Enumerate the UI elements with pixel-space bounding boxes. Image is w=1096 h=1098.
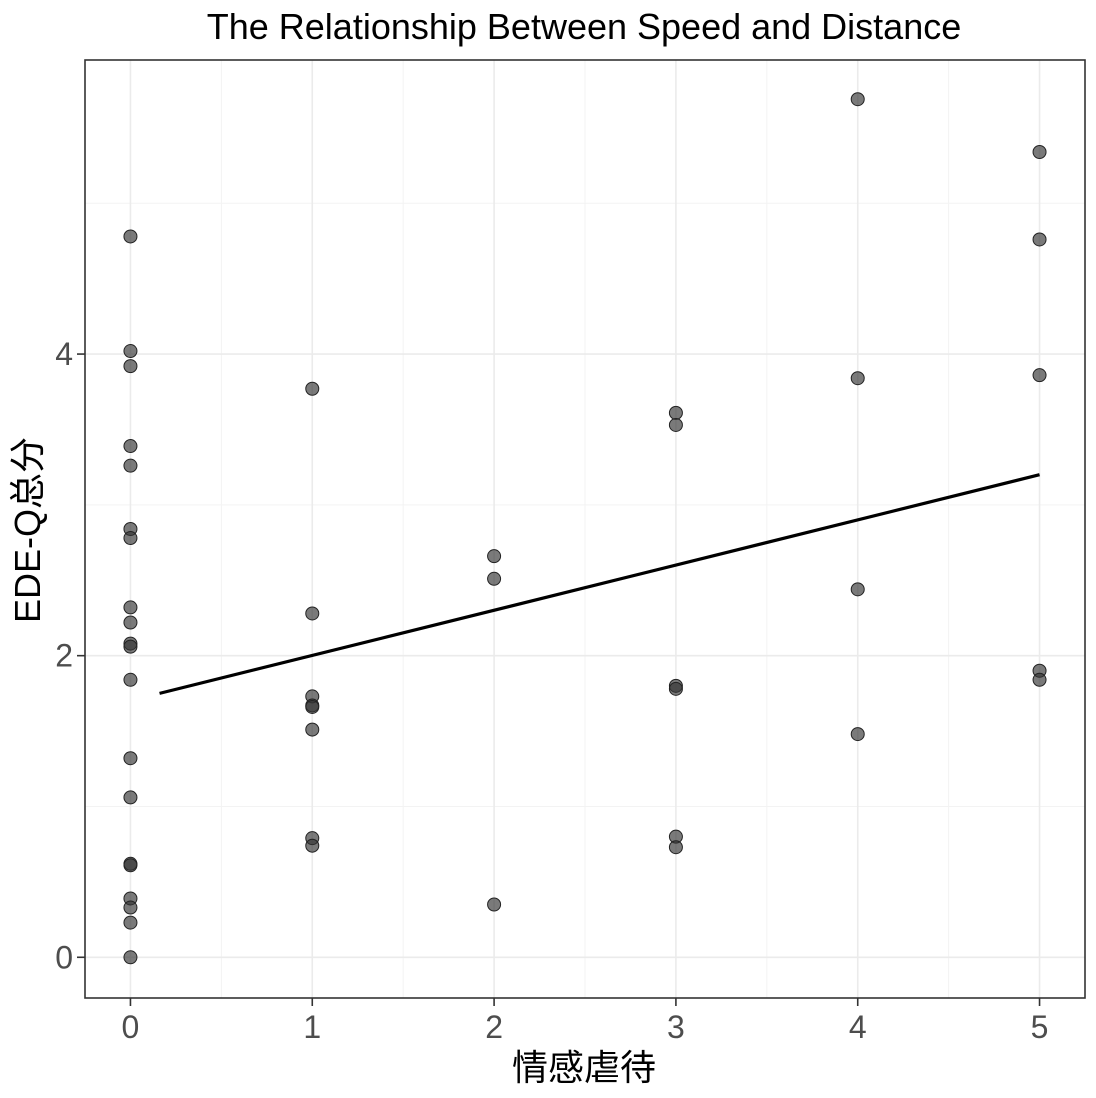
y-tick-label: 0 bbox=[55, 939, 73, 975]
y-axis-ticks: 0 2 4 bbox=[55, 336, 85, 975]
data-point bbox=[850, 371, 865, 386]
chart-title: The Relationship Between Speed and Dista… bbox=[207, 6, 962, 47]
plot-panel-border bbox=[84, 59, 1086, 999]
x-axis-ticks: 0 1 2 3 4 5 bbox=[122, 998, 1049, 1045]
data-point bbox=[123, 344, 138, 359]
data-point bbox=[123, 672, 138, 687]
data-point bbox=[305, 699, 320, 714]
data-point bbox=[123, 531, 138, 546]
data-point bbox=[305, 381, 320, 396]
regression-line bbox=[159, 473, 1040, 695]
data-point bbox=[850, 727, 865, 742]
data-point bbox=[1032, 368, 1047, 383]
data-point bbox=[123, 439, 138, 454]
data-point bbox=[1032, 144, 1047, 159]
data-point bbox=[668, 417, 683, 432]
data-point bbox=[668, 681, 683, 696]
data-points bbox=[123, 92, 1047, 965]
regression-line-group bbox=[159, 473, 1040, 695]
data-point bbox=[123, 359, 138, 374]
x-tick-label: 3 bbox=[667, 1009, 685, 1045]
data-point bbox=[305, 606, 320, 621]
data-point bbox=[123, 858, 138, 873]
minor-gridlines bbox=[85, 60, 1085, 998]
data-point bbox=[850, 582, 865, 597]
data-point bbox=[123, 790, 138, 805]
data-point bbox=[123, 950, 138, 965]
y-tick-label: 2 bbox=[55, 638, 73, 674]
y-tick-label: 4 bbox=[55, 336, 73, 372]
x-tick-label: 0 bbox=[122, 1009, 140, 1045]
data-point bbox=[123, 915, 138, 930]
data-point bbox=[123, 900, 138, 915]
data-point bbox=[305, 722, 320, 737]
data-point bbox=[668, 840, 683, 855]
data-point bbox=[850, 92, 865, 107]
data-point bbox=[487, 549, 502, 564]
data-point bbox=[123, 229, 138, 244]
x-tick-label: 5 bbox=[1031, 1009, 1049, 1045]
x-tick-label: 1 bbox=[303, 1009, 321, 1045]
data-point bbox=[487, 571, 502, 586]
data-point bbox=[1032, 232, 1047, 247]
x-tick-label: 2 bbox=[485, 1009, 503, 1045]
data-point bbox=[123, 639, 138, 654]
x-axis-label: 情感虐待 bbox=[512, 1047, 656, 1088]
data-point bbox=[123, 751, 138, 766]
x-tick-label: 4 bbox=[849, 1009, 867, 1045]
data-point bbox=[123, 458, 138, 473]
data-point bbox=[305, 838, 320, 853]
data-point bbox=[123, 600, 138, 615]
y-axis-label: EDE-Q总分 bbox=[7, 437, 48, 623]
data-point bbox=[487, 897, 502, 912]
data-point bbox=[1032, 672, 1047, 687]
data-point bbox=[123, 615, 138, 630]
data-point bbox=[668, 405, 683, 420]
